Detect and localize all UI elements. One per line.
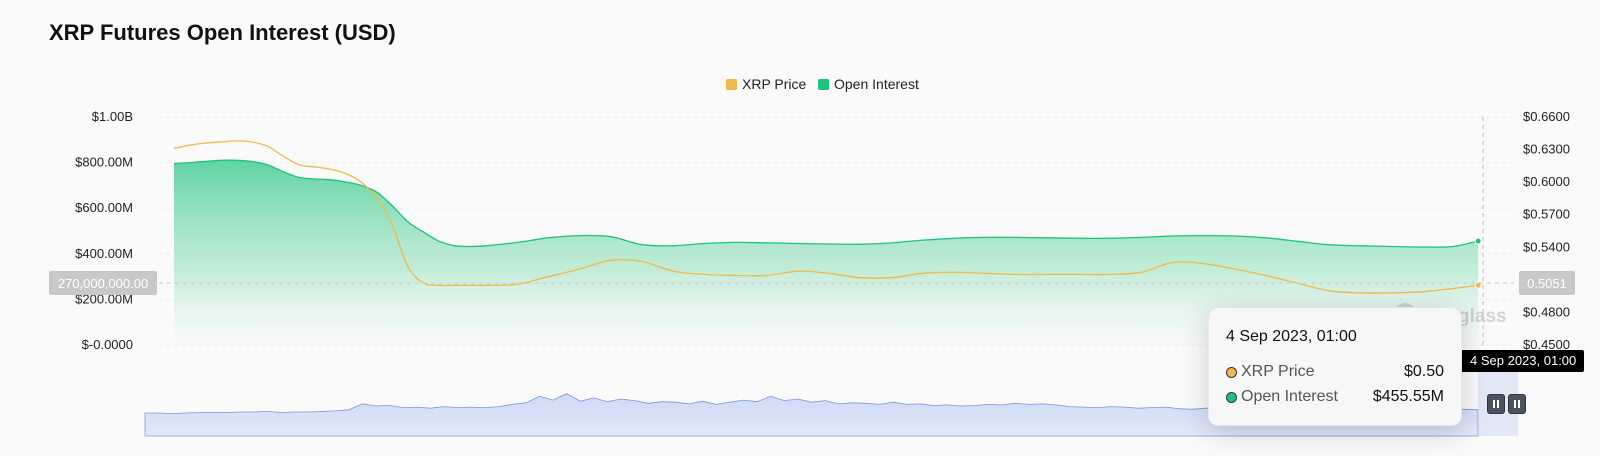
crosshair-x-label: 4 Sep 2023, 01:00 [1460,350,1585,372]
series-layer [173,140,1482,345]
y-left-tick-label: $800.00M [75,155,133,170]
y-right-tick-label: $0.6600 [1523,109,1570,124]
legend-item-open-interest[interactable]: Open Interest [818,76,919,92]
y-right-tick-label: $0.5400 [1523,239,1570,254]
y-left-tick-label: $400.00M [75,246,133,261]
tooltip-date: 4 Sep 2023, 01:00 [1226,328,1357,345]
navigator-handle-left-icon[interactable] [1487,394,1505,414]
y-left-tick-label: $-0.0000 [82,337,133,352]
y-axis-left: $1.00B $800.00M $600.00M $400.00M $200.00M $-… [75,109,133,352]
open-interest-area [174,160,1479,345]
xrp-price-line [173,140,1479,294]
navigator-handle-right-icon[interactable] [1508,394,1526,414]
open-interest-marker [1474,237,1482,245]
watermark-text: glass [1458,306,1507,327]
y-axis-right: $0.6600 $0.6300 $0.6000 $0.5700 $0.5400 $0.48… [1523,109,1570,352]
tooltip-label-open-interest: Open Interest [1241,388,1338,405]
xrp-price-marker [1474,281,1482,289]
legend-swatch-open-interest [818,79,829,90]
y-left-tick-label: $200.00M [75,291,133,306]
tooltip-value-open-interest: $455.55M [1372,388,1444,405]
tooltip-dot-xrp-price-icon [1226,366,1237,378]
tooltip-row-xrp-price: XRP Price $0.50 [1226,361,1444,383]
tooltip-value-xrp-price: $0.50 [1403,363,1444,380]
legend-swatch-xrp-price [726,79,737,90]
chart-tooltip: 4 Sep 2023, 01:00 XRP Price $0.50 Open I… [1208,307,1462,426]
crosshair-left-label: 270,000,000.00 [58,276,148,291]
crosshair: 270,000,000.00 0.5051 [49,117,1575,345]
tooltip-dot-open-interest-icon [1226,391,1237,403]
y-right-tick-label: $0.4800 [1523,304,1570,319]
page-title: XRP Futures Open Interest (USD) [49,20,396,45]
y-left-tick-label: $1.00B [92,109,133,124]
open-interest-line [173,159,1479,248]
y-left-tick-label: $600.00M [75,200,133,215]
crosshair-right-label-box [1519,271,1575,295]
y-right-tick-label: $0.6000 [1523,174,1570,189]
crosshair-left-label-box [49,271,157,295]
tooltip-label-xrp-price: XRP Price [1241,363,1315,380]
y-right-tick-label: $0.6300 [1523,142,1570,157]
tooltip-row-open-interest: Open Interest $455.55M [1226,386,1444,408]
legend-label-xrp-price: XRP Price [742,76,807,92]
crosshair-right-label: 0.5051 [1527,276,1567,291]
y-right-tick-label: $0.4500 [1523,337,1570,352]
y-right-tick-label: $0.5700 [1523,207,1570,222]
chart-legend: XRP Price Open Interest [726,76,919,92]
legend-item-xrp-price[interactable]: XRP Price [726,76,807,92]
legend-label-open-interest: Open Interest [834,76,919,92]
